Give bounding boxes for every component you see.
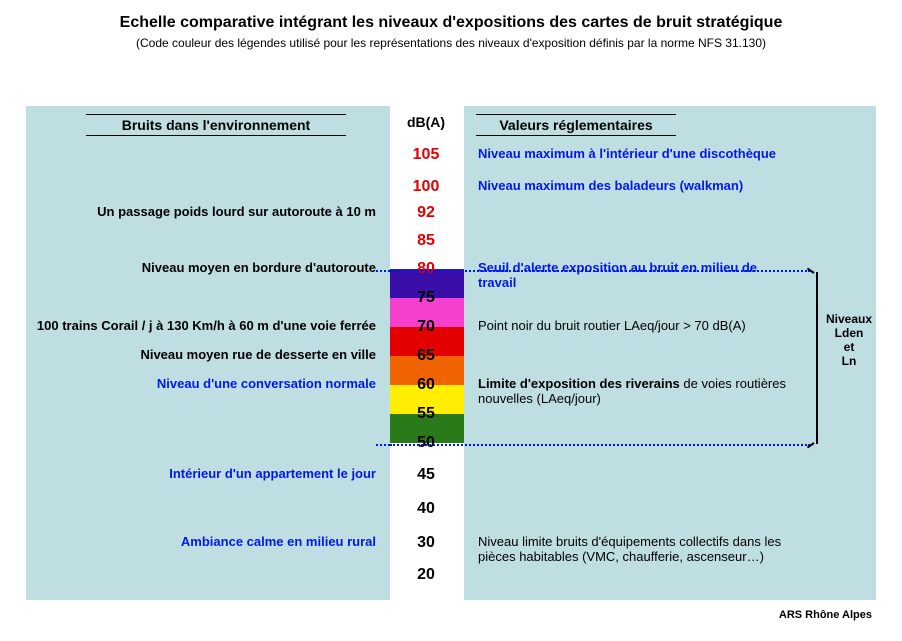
db-value: 85 (396, 232, 456, 250)
header-environment: Bruits dans l'environnement (86, 114, 346, 136)
db-value: 80 (396, 260, 456, 278)
env-label: 100 trains Corail / j à 130 Km/h à 60 m … (26, 318, 384, 333)
db-value: 65 (396, 347, 456, 365)
db-value: 105 (396, 146, 456, 164)
db-value: 92 (396, 204, 456, 222)
dotted-line (376, 270, 390, 272)
page-title: Echelle comparative intégrant les niveau… (0, 14, 902, 32)
dotted-line (390, 444, 810, 446)
db-value: 50 (396, 434, 456, 452)
reg-label: Point noir du bruit routier LAeq/jour > … (478, 318, 798, 333)
header-db: dB(A) (396, 114, 456, 130)
env-label: Un passage poids lourd sur autoroute à 1… (26, 204, 384, 219)
env-label: Niveau d'une conversation normale (26, 376, 384, 391)
reg-label: Limite d'exposition des riverains de voi… (478, 376, 798, 406)
page-subtitle: (Code couleur des légendes utilisé pour … (0, 36, 902, 50)
footer-credit: ARS Rhône Alpes (779, 609, 872, 621)
reg-label: Niveau maximum à l'intérieur d'une disco… (478, 146, 798, 161)
db-value: 45 (396, 466, 456, 484)
reg-label: Seuil d'alerte exposition au bruit en mi… (478, 260, 798, 290)
db-value: 55 (396, 405, 456, 423)
db-value: 75 (396, 289, 456, 307)
env-label: Niveau moyen en bordure d'autoroute (26, 260, 384, 275)
dotted-line (376, 444, 390, 446)
lden-ln-bracket (816, 272, 818, 444)
db-value: 40 (396, 500, 456, 518)
env-label: Ambiance calme en milieu rural (26, 534, 384, 549)
db-value: 60 (396, 376, 456, 394)
db-value: 100 (396, 178, 456, 196)
reg-label: Niveau limite bruits d'équipements colle… (478, 534, 798, 564)
dotted-line (390, 270, 810, 272)
db-value: 30 (396, 534, 456, 552)
db-value: 70 (396, 318, 456, 336)
env-label: Niveau moyen rue de desserte en ville (26, 347, 384, 362)
scale-panel: Bruits dans l'environnement dB(A) Valeur… (26, 106, 876, 600)
reg-label: Niveau maximum des baladeurs (walkman) (478, 178, 798, 193)
db-value: 20 (396, 566, 456, 584)
env-label: Intérieur d'un appartement le jour (26, 466, 384, 481)
lden-ln-label: NiveauxLdenetLn (824, 312, 874, 368)
header-regulation: Valeurs réglementaires (476, 114, 676, 136)
